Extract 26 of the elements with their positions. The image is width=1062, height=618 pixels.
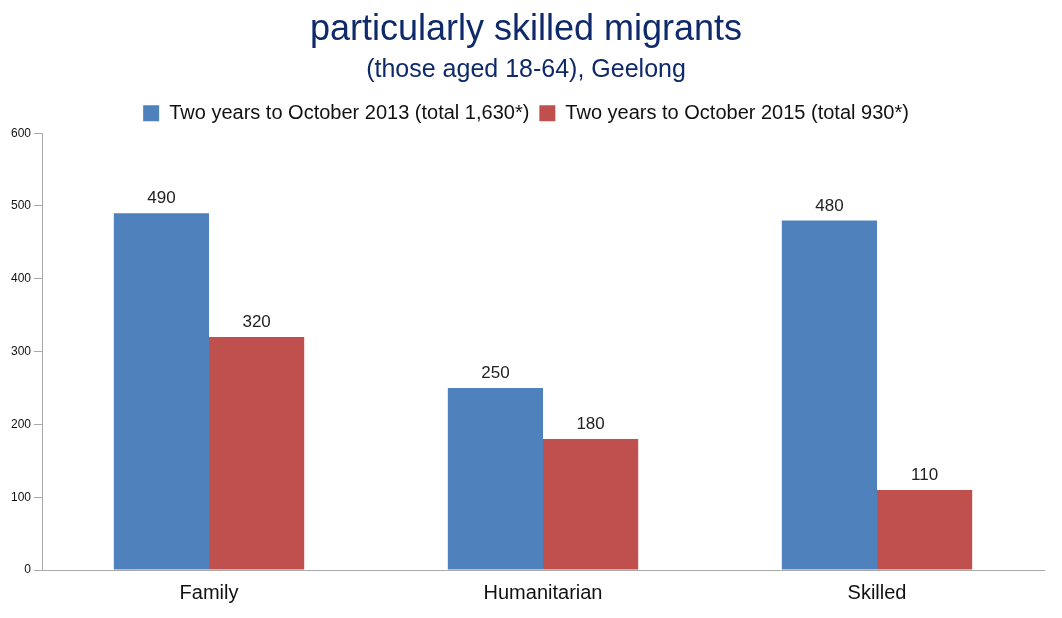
- y-tick-label: 100: [10, 489, 32, 504]
- bar: [209, 337, 305, 570]
- data-label: 480: [815, 195, 844, 215]
- x-tick-label: Humanitarian: [483, 580, 603, 603]
- data-label: 320: [242, 312, 271, 332]
- data-label: 490: [147, 188, 176, 208]
- bar: [877, 489, 973, 570]
- legend-label: Two years to October 2013 (total 1,630*): [169, 100, 530, 123]
- y-tick-label: 500: [10, 198, 32, 213]
- bar: [781, 220, 877, 570]
- bar: [543, 438, 639, 570]
- y-tick-label: 0: [24, 562, 32, 577]
- x-tick-label: Family: [179, 580, 239, 603]
- data-label: 110: [911, 465, 939, 485]
- bar: [447, 388, 544, 570]
- y-tick-label: 200: [10, 416, 32, 431]
- data-label: 250: [481, 363, 510, 383]
- y-tick-label: 400: [10, 271, 32, 286]
- y-tick-label: 300: [10, 343, 32, 358]
- legend-label: Two years to October 2015 (total 930*): [565, 100, 909, 123]
- chart-title: particularly skilled migrants: [309, 6, 743, 48]
- x-tick-label: Skilled: [847, 580, 907, 603]
- bar: [113, 213, 210, 570]
- y-tick-label: 600: [10, 125, 32, 140]
- chart-subtitle: (those aged 18-64), Geelong: [366, 54, 686, 83]
- data-label: 180: [576, 414, 605, 434]
